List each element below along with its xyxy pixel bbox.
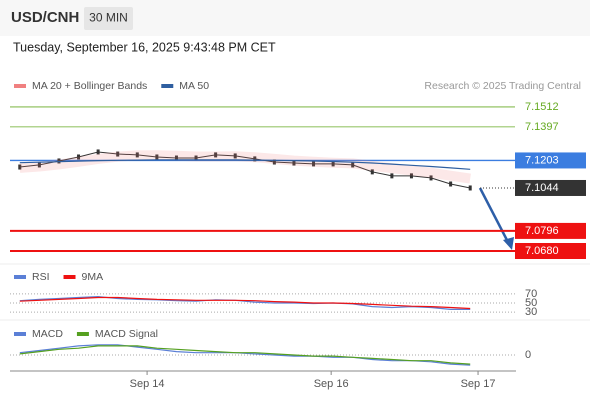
candle: [429, 175, 433, 181]
y-tick-label: 0: [525, 349, 531, 361]
legend-swatch: [161, 84, 174, 88]
legend-label: 9MA: [82, 271, 104, 283]
legend-swatch: [14, 332, 26, 336]
candle: [174, 155, 178, 161]
legend-label: MA 50: [179, 80, 209, 92]
candle: [292, 160, 296, 166]
candle: [409, 173, 413, 179]
candle: [331, 161, 335, 167]
series-line: [19, 344, 471, 366]
level-label: 7.1397: [525, 121, 559, 133]
candle: [312, 161, 316, 167]
x-tick-label: Sep 17: [461, 378, 496, 390]
forecast-arrowhead: [503, 237, 514, 250]
level-box: [515, 152, 586, 169]
level-label: 7.1203: [525, 154, 559, 166]
level-box: [515, 179, 586, 196]
forecast-arrow: [478, 187, 511, 245]
candle: [351, 162, 355, 168]
level-label: 7.1044: [525, 182, 559, 194]
level-box: [515, 222, 586, 239]
y-tick-label: 50: [525, 297, 537, 309]
y-tick-label: 30: [525, 306, 537, 318]
legend-label: MACD: [32, 328, 63, 340]
candle: [116, 151, 120, 157]
candle: [77, 154, 81, 160]
x-tick-label: Sep 16: [314, 378, 349, 390]
candle: [96, 149, 100, 155]
candle: [57, 158, 61, 164]
series-line: [19, 296, 471, 310]
legend-label: MACD Signal: [95, 328, 158, 340]
candle: [37, 162, 41, 168]
interval-box: [84, 7, 133, 30]
candle: [449, 181, 453, 187]
legend-swatch: [76, 332, 89, 336]
level-label: 7.0680: [525, 245, 559, 257]
y-tick-label: 70: [525, 288, 537, 300]
candle: [214, 152, 218, 158]
level-box: [515, 242, 586, 259]
datetime: Tuesday, September 16, 2025 9:43:48 PM C…: [13, 40, 276, 54]
series-line: [19, 345, 471, 365]
series-line: [19, 295, 471, 310]
candle: [233, 153, 237, 159]
candle: [468, 185, 472, 191]
legend-label: MA 20 + Bollinger Bands: [32, 80, 147, 92]
series-line: [19, 150, 471, 184]
candle: [135, 152, 139, 158]
legend-swatch: [63, 275, 76, 279]
series-line: [19, 159, 471, 170]
candle: [390, 173, 394, 179]
candle: [155, 154, 159, 160]
candle: [253, 156, 257, 162]
series-line: [19, 151, 471, 189]
legend-swatch: [14, 275, 26, 279]
credit: Research © 2025 Trading Central: [424, 80, 581, 92]
symbol: USD/CNH: [11, 9, 79, 26]
candle: [194, 155, 198, 161]
candle: [370, 169, 374, 175]
interval: 30 MIN: [89, 11, 128, 25]
level-label: 7.0796: [525, 225, 559, 237]
candle: [272, 159, 276, 165]
x-tick-label: Sep 14: [130, 378, 165, 390]
legend-label: RSI: [32, 271, 50, 283]
candle: [18, 164, 22, 170]
legend-swatch: [14, 84, 26, 88]
level-label: 7.1512: [525, 101, 559, 113]
